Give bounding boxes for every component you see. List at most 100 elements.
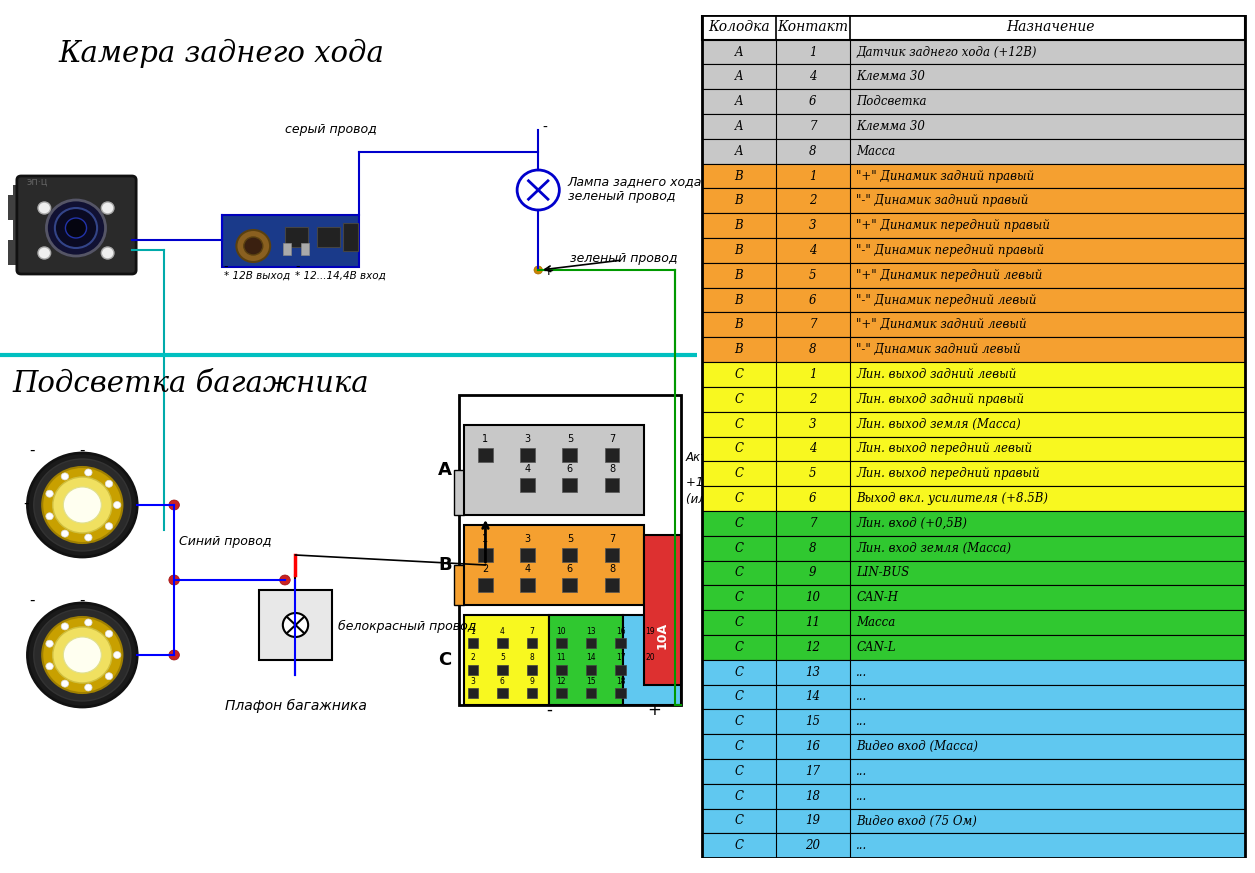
Text: 6: 6	[809, 492, 817, 505]
Bar	[454, 565, 464, 605]
Text: +12 В идет с завода: +12 В идет с завода	[686, 475, 813, 488]
Circle shape	[46, 491, 53, 498]
FancyBboxPatch shape	[702, 710, 1245, 734]
Text: C: C	[734, 765, 743, 778]
Text: 2: 2	[809, 195, 817, 208]
Text: A: A	[734, 145, 743, 158]
FancyBboxPatch shape	[702, 387, 1245, 412]
Circle shape	[55, 208, 97, 248]
Circle shape	[65, 218, 87, 238]
Text: Лин. выход задний правый: Лин. выход задний правый	[856, 393, 1024, 406]
FancyBboxPatch shape	[702, 560, 1245, 585]
Circle shape	[105, 630, 113, 637]
Text: 1: 1	[809, 169, 817, 182]
Text: Клемма 30: Клемма 30	[856, 71, 925, 83]
Bar	[282, 243, 291, 255]
Text: 3: 3	[471, 677, 476, 685]
Bar	[586, 638, 596, 648]
FancyBboxPatch shape	[702, 808, 1245, 834]
Text: -: -	[79, 593, 85, 608]
Bar	[556, 665, 567, 675]
Bar	[468, 688, 478, 698]
Text: C: C	[734, 591, 743, 604]
Bar	[497, 665, 507, 675]
Circle shape	[61, 623, 69, 630]
Text: "-" Динамик передний левый: "-" Динамик передний левый	[856, 293, 1037, 306]
Text: 7: 7	[809, 319, 817, 332]
Bar	[464, 615, 548, 705]
Bar	[9, 240, 15, 265]
Text: 9: 9	[809, 567, 817, 580]
Text: Лин. выход задний левый: Лин. выход задний левый	[856, 368, 1017, 381]
FancyBboxPatch shape	[702, 39, 1245, 65]
FancyBboxPatch shape	[702, 263, 1245, 288]
Circle shape	[236, 230, 270, 262]
FancyBboxPatch shape	[702, 461, 1245, 486]
Text: 10: 10	[557, 627, 566, 636]
Text: Назначение: Назначение	[1005, 20, 1094, 34]
Bar	[259, 590, 333, 660]
Text: 1: 1	[482, 534, 488, 544]
Circle shape	[84, 469, 92, 476]
Text: 2: 2	[482, 564, 488, 574]
Text: 15: 15	[586, 677, 596, 685]
Text: C: C	[734, 790, 743, 802]
Circle shape	[84, 534, 92, 541]
Circle shape	[53, 627, 112, 683]
Text: 5: 5	[567, 434, 574, 444]
Text: 6: 6	[567, 464, 574, 474]
Bar	[464, 425, 644, 515]
Text: * 12...14,4В вход: * 12...14,4В вход	[295, 271, 387, 281]
Text: 8: 8	[530, 654, 535, 663]
Text: -: -	[29, 593, 34, 608]
Circle shape	[102, 247, 114, 259]
Text: B: B	[438, 556, 452, 574]
Circle shape	[28, 453, 137, 557]
Text: 12: 12	[806, 641, 821, 654]
Text: "+" Динамик передний левый: "+" Динамик передний левый	[856, 269, 1043, 282]
Text: 8: 8	[809, 541, 817, 554]
FancyBboxPatch shape	[702, 412, 1245, 436]
Text: 5: 5	[499, 654, 505, 663]
Text: Видео вход (Масса): Видео вход (Масса)	[856, 740, 979, 753]
Text: C: C	[734, 616, 743, 629]
FancyBboxPatch shape	[702, 65, 1245, 89]
FancyBboxPatch shape	[702, 759, 1245, 784]
Text: 17: 17	[616, 654, 625, 663]
Circle shape	[105, 673, 113, 680]
Text: 3: 3	[525, 534, 531, 544]
FancyBboxPatch shape	[702, 436, 1245, 461]
Text: 4: 4	[809, 244, 817, 257]
FancyBboxPatch shape	[702, 784, 1245, 808]
Text: белокрасный провод: белокрасный провод	[338, 620, 476, 633]
Text: +: +	[542, 264, 553, 278]
Text: 15: 15	[806, 715, 821, 728]
Text: 8: 8	[609, 464, 615, 474]
Circle shape	[113, 501, 120, 508]
Text: 6: 6	[499, 677, 505, 685]
Circle shape	[46, 640, 53, 647]
Text: 5: 5	[809, 269, 817, 282]
Circle shape	[46, 663, 53, 670]
Text: LM2596: LM2596	[272, 269, 311, 279]
Text: "+" Динамик задний правый: "+" Динамик задний правый	[856, 169, 1034, 182]
Text: Клемма 30: Клемма 30	[856, 120, 925, 133]
Text: 6: 6	[809, 95, 817, 108]
Text: 18: 18	[806, 790, 821, 802]
Bar	[615, 638, 626, 648]
Text: 18: 18	[616, 677, 625, 685]
Bar	[521, 478, 535, 492]
FancyBboxPatch shape	[702, 734, 1245, 759]
Circle shape	[34, 459, 131, 551]
Text: 4: 4	[499, 627, 505, 636]
FancyBboxPatch shape	[702, 585, 1245, 610]
Text: 7: 7	[609, 434, 615, 444]
Text: Лампа заднего хода: Лампа заднего хода	[567, 175, 702, 188]
Bar	[562, 478, 577, 492]
FancyBboxPatch shape	[702, 610, 1245, 635]
Text: C: C	[734, 443, 743, 456]
Text: B: B	[734, 269, 743, 282]
Bar	[527, 638, 537, 648]
Text: C: C	[734, 467, 743, 480]
Bar	[605, 578, 620, 592]
